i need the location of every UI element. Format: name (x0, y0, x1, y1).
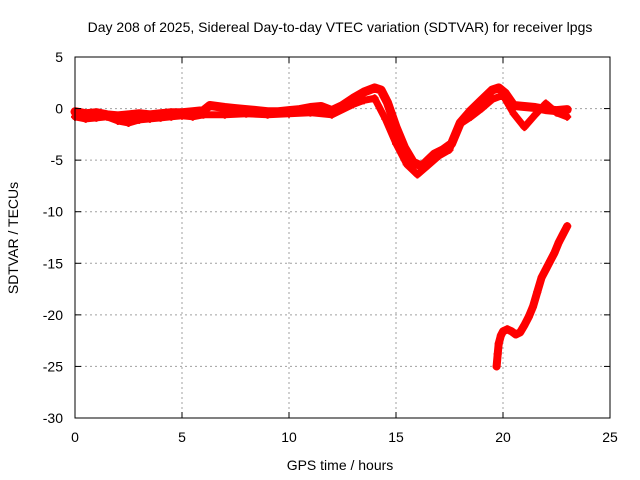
data-point (124, 119, 133, 128)
x-tick-label: 25 (602, 429, 618, 445)
data-point (392, 139, 400, 148)
data-point (445, 145, 454, 154)
y-tick-label: -25 (43, 358, 63, 374)
data-point (349, 100, 358, 109)
data-point (383, 98, 392, 107)
data-point (466, 112, 475, 121)
x-tick-label: 20 (495, 429, 511, 445)
data-point (370, 83, 379, 92)
data-point (81, 114, 90, 123)
data-point (392, 123, 400, 132)
y-tick-label: -5 (51, 152, 64, 168)
data-point (494, 339, 503, 348)
data-point (92, 113, 101, 122)
data-point (550, 248, 559, 257)
data-point (220, 103, 229, 112)
data-point (499, 327, 507, 336)
data-point (558, 230, 567, 239)
data-point (520, 321, 529, 330)
data-layer (70, 83, 572, 371)
y-tick-label: -15 (43, 255, 63, 271)
data-point (507, 327, 516, 336)
data-point (520, 123, 529, 132)
data-point (317, 102, 326, 111)
data-point (494, 83, 503, 92)
data-point (509, 109, 518, 118)
x-tick-label: 15 (388, 429, 404, 445)
y-tick-label: 5 (55, 49, 63, 65)
data-point (370, 94, 379, 103)
data-point (516, 328, 525, 337)
data-point (488, 95, 497, 104)
data-point (413, 170, 422, 179)
data-point (199, 110, 208, 119)
data-point (285, 109, 293, 118)
data-point (103, 112, 112, 121)
data-point (242, 109, 251, 118)
data-point (381, 114, 390, 123)
y-tick-label: 0 (55, 101, 63, 117)
x-tick-label: 10 (281, 429, 297, 445)
series-descending-branch (492, 222, 572, 371)
x-tick-label: 5 (178, 429, 186, 445)
data-point (541, 265, 550, 274)
data-point (477, 96, 486, 105)
data-point (528, 302, 537, 311)
data-point (359, 96, 368, 105)
data-point (563, 222, 572, 231)
data-point (434, 152, 443, 161)
data-point (424, 161, 433, 170)
data-point (377, 86, 386, 95)
y-tick-label: -30 (43, 410, 63, 426)
data-point (402, 160, 411, 169)
data-point (503, 325, 512, 334)
y-tick-label: -20 (43, 307, 63, 323)
data-point (167, 112, 176, 121)
data-point (456, 120, 465, 129)
x-tick-label: 0 (71, 429, 79, 445)
chart-title: Day 208 of 2025, Sidereal Day-to-day VTE… (88, 19, 593, 35)
data-point (477, 104, 486, 113)
data-point (492, 362, 501, 371)
data-point (524, 312, 533, 321)
data-point (554, 238, 563, 247)
data-point (135, 115, 144, 124)
data-point (359, 88, 368, 97)
data-point (531, 110, 540, 119)
data-point (220, 110, 229, 119)
x-axis-label: GPS time / hours (287, 457, 394, 473)
data-point (178, 111, 186, 120)
y-tick-label: -10 (43, 204, 63, 220)
data-point (511, 330, 520, 339)
data-point (306, 108, 315, 117)
data-point (145, 114, 154, 123)
data-point (124, 110, 133, 119)
data-point (488, 86, 497, 95)
data-point (537, 273, 546, 282)
data-point (533, 288, 542, 297)
axis-layer: 0 5 10 15 20 25 5 0 -5 -10 -15 -20 -25 -30 (43, 49, 618, 445)
data-point (156, 113, 165, 122)
data-point (188, 112, 197, 121)
data-point (499, 91, 507, 100)
data-point (113, 116, 122, 125)
data-point (541, 99, 550, 108)
data-point (563, 105, 572, 114)
data-point (546, 257, 555, 266)
series-lower-band (71, 91, 571, 179)
data-point (520, 102, 529, 111)
data-point (409, 158, 418, 167)
y-axis-label: SDTVAR / TECUs (5, 182, 21, 294)
data-point (205, 101, 214, 110)
data-point (263, 110, 272, 119)
data-point (563, 112, 572, 121)
data-point (493, 350, 502, 359)
data-point (327, 110, 336, 119)
data-point (496, 331, 505, 340)
data-point (552, 108, 561, 117)
plot-frame (74, 56, 611, 419)
